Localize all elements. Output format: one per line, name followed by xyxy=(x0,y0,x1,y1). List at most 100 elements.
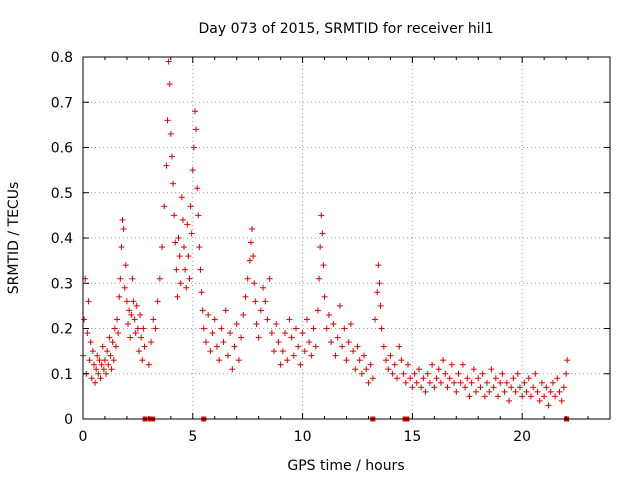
data-point xyxy=(273,320,280,327)
data-point xyxy=(134,325,141,332)
data-point xyxy=(211,316,218,323)
data-point xyxy=(375,262,382,269)
data-point xyxy=(365,379,372,386)
data-point xyxy=(138,334,145,341)
data-point xyxy=(459,361,466,368)
data-point xyxy=(303,316,310,323)
data-point xyxy=(242,293,249,300)
data-point xyxy=(128,311,135,318)
data-point xyxy=(183,284,190,291)
y-axis-label: SRMTID / TECUs xyxy=(6,182,22,295)
data-point xyxy=(167,130,174,137)
data-point xyxy=(253,320,260,327)
data-point xyxy=(538,379,545,386)
data-point xyxy=(213,343,220,350)
data-point xyxy=(413,379,420,386)
data-point xyxy=(525,375,532,382)
data-point xyxy=(231,343,238,350)
data-point xyxy=(532,370,539,377)
data-point xyxy=(127,334,134,341)
data-point xyxy=(367,361,374,368)
data-point xyxy=(190,144,197,151)
data-point xyxy=(354,343,361,350)
data-point xyxy=(140,325,147,332)
data-point xyxy=(170,180,177,187)
data-point xyxy=(479,370,486,377)
data-point xyxy=(508,384,515,391)
data-point xyxy=(109,339,116,346)
data-point xyxy=(536,397,543,404)
data-point xyxy=(440,357,447,364)
data-point xyxy=(123,298,130,305)
data-point xyxy=(422,388,429,395)
data-point xyxy=(247,239,254,246)
data-point xyxy=(488,366,495,373)
data-point xyxy=(523,388,530,395)
data-point xyxy=(435,366,442,373)
data-point xyxy=(186,275,193,282)
data-point xyxy=(111,325,118,332)
data-point xyxy=(104,348,111,355)
data-point xyxy=(197,266,204,273)
data-point xyxy=(497,379,504,386)
data-point xyxy=(552,393,559,400)
data-point xyxy=(564,357,571,364)
data-point xyxy=(121,284,128,291)
data-point xyxy=(484,379,491,386)
data-point xyxy=(299,330,306,337)
data-point xyxy=(255,334,262,341)
data-point xyxy=(295,343,302,350)
data-point xyxy=(301,348,308,355)
data-point xyxy=(196,244,203,251)
data-point xyxy=(89,348,96,355)
data-point xyxy=(224,352,231,359)
data-point xyxy=(84,330,91,337)
data-point xyxy=(534,388,541,395)
data-point xyxy=(530,384,537,391)
data-point xyxy=(455,370,462,377)
data-point xyxy=(126,307,133,314)
data-point xyxy=(252,298,259,305)
data-point xyxy=(558,397,565,404)
data-point xyxy=(175,235,182,241)
data-point xyxy=(145,361,152,368)
data-point xyxy=(391,361,398,368)
data-point xyxy=(402,379,409,386)
data-point xyxy=(264,316,271,323)
y-tick-label: 0.2 xyxy=(51,322,73,338)
data-point xyxy=(503,379,510,386)
data-point xyxy=(323,325,330,332)
data-point xyxy=(96,357,103,364)
data-point xyxy=(81,316,88,323)
data-point xyxy=(398,357,405,364)
data-point xyxy=(501,388,508,395)
data-point xyxy=(415,366,422,373)
x-axis-label: GPS time / hours xyxy=(287,458,404,474)
y-tick-label: 0.1 xyxy=(51,367,73,383)
data-point xyxy=(560,384,567,391)
data-point xyxy=(512,388,519,395)
data-point xyxy=(319,230,326,237)
y-tick-label: 0.5 xyxy=(51,186,73,202)
data-point xyxy=(492,375,499,382)
data-point xyxy=(119,216,126,223)
data-point xyxy=(227,330,234,337)
data-point xyxy=(152,325,159,332)
data-point xyxy=(282,330,289,337)
data-point xyxy=(468,379,475,386)
data-point xyxy=(179,216,186,223)
data-point xyxy=(516,384,523,391)
data-point xyxy=(277,361,284,368)
data-point xyxy=(556,388,563,395)
data-point xyxy=(527,393,534,400)
data-point xyxy=(418,384,425,391)
data-point xyxy=(244,275,251,282)
data-point xyxy=(275,339,282,346)
data-point xyxy=(380,343,387,350)
data-point xyxy=(184,221,191,228)
data-point xyxy=(148,339,155,346)
data-point xyxy=(383,357,390,364)
data-point xyxy=(168,153,175,160)
data-point xyxy=(292,325,299,332)
